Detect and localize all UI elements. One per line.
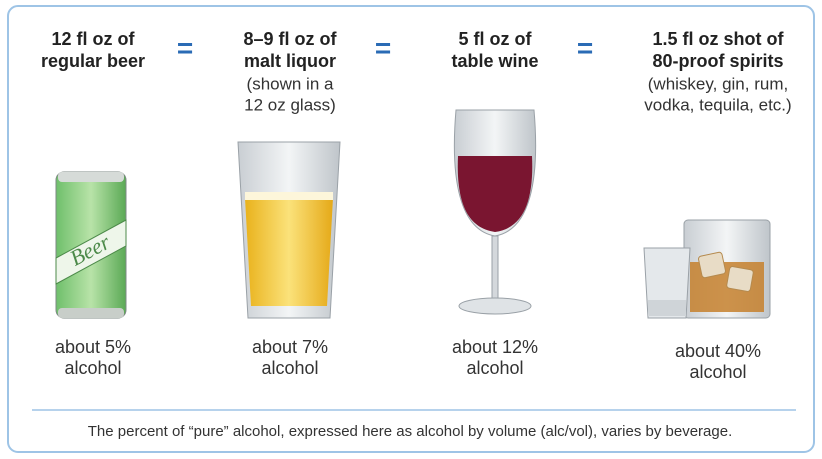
- alcohol-label: about 5%: [55, 337, 131, 357]
- malt-glass: [237, 141, 341, 319]
- column-subtitle: 12 oz glass): [244, 95, 336, 114]
- column-title: 12 fl oz of: [51, 29, 135, 49]
- alcohol-label: alcohol: [261, 358, 318, 378]
- column-title: 8–9 fl oz of: [243, 29, 337, 49]
- column-subtitle: vodka, tequila, etc.): [644, 95, 791, 114]
- column-title: malt liquor: [244, 51, 336, 71]
- column-subtitle: (shown in a: [247, 74, 334, 93]
- column-title: 5 fl oz of: [459, 29, 533, 49]
- alcohol-label: alcohol: [64, 358, 121, 378]
- column-title: table wine: [451, 51, 538, 71]
- alcohol-label: about 40%: [675, 341, 761, 361]
- frame: [7, 5, 815, 453]
- column-subtitle: (whiskey, gin, rum,: [648, 74, 788, 93]
- equals-sign: =: [375, 32, 391, 63]
- equals-sign: =: [177, 32, 193, 63]
- beer-can: Beer: [55, 171, 127, 319]
- wine-glass: [453, 109, 537, 315]
- column-title: 1.5 fl oz shot of: [652, 29, 784, 49]
- equals-sign: =: [577, 32, 593, 63]
- alcohol-label: alcohol: [689, 362, 746, 382]
- column-title: regular beer: [41, 51, 145, 71]
- column-title: 80-proof spirits: [652, 51, 783, 71]
- alcohol-label: about 12%: [452, 337, 538, 357]
- alcohol-label: about 7%: [252, 337, 328, 357]
- spirits-glasses: [643, 219, 771, 319]
- footer-note: The percent of “pure” alcohol, expressed…: [88, 423, 733, 440]
- alcohol-label: alcohol: [466, 358, 523, 378]
